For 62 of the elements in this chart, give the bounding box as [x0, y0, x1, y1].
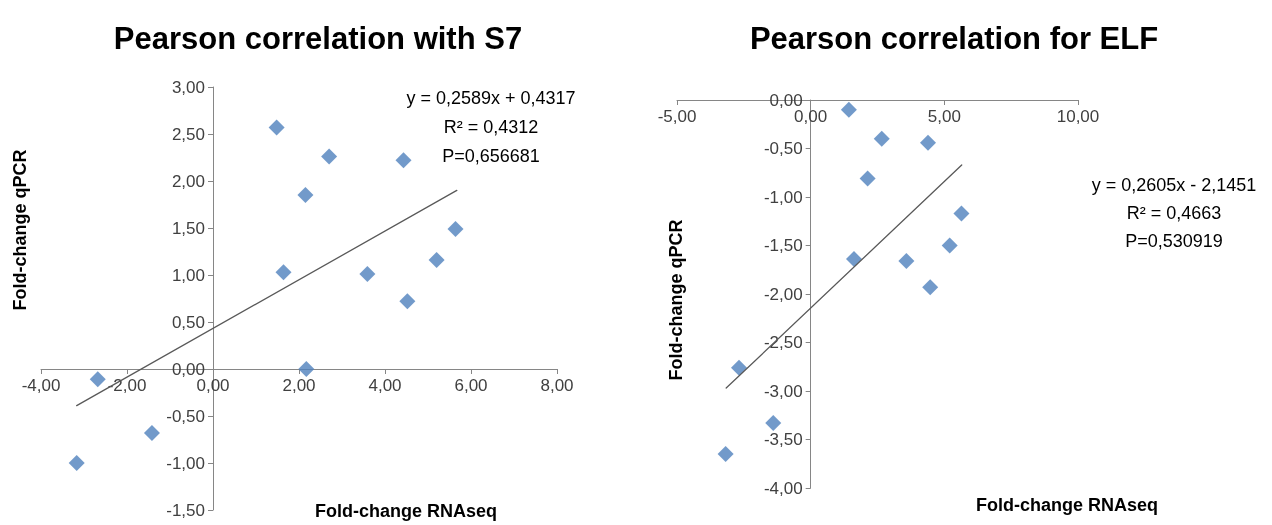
text: y = 0,2605x - 2,1451 — [1091, 175, 1257, 195]
annotation: R² = 0,4312 — [443, 117, 539, 137]
x-tick-label: 5,00 — [927, 107, 961, 126]
y-tick-label: 2,50 — [171, 124, 205, 144]
x-axis-title: Fold-change RNAseq — [976, 495, 1159, 515]
y-tick-label: -4,00 — [763, 478, 803, 498]
point — [717, 446, 734, 463]
y-tick-label: -3,50 — [763, 430, 803, 449]
point — [873, 130, 890, 147]
point — [297, 187, 314, 204]
point — [143, 424, 160, 441]
y-axis-title: Fold-change qPCR — [666, 219, 686, 381]
point — [447, 220, 464, 237]
y-tick-label: 3,00 — [171, 77, 205, 97]
point — [428, 251, 445, 268]
point — [275, 264, 292, 281]
y-tick-label: -1,50 — [763, 236, 803, 255]
point — [941, 237, 958, 254]
annotation: P=0,656681 — [442, 146, 540, 166]
point — [845, 251, 862, 268]
point — [298, 361, 315, 377]
annotation: y = 0,2589x + 0,4317 — [406, 88, 576, 108]
x-tick-label: 4,00 — [368, 376, 402, 395]
point — [68, 455, 85, 471]
x-tick-label: -5,00 — [657, 107, 697, 126]
y-tick-label: -2,00 — [763, 284, 803, 304]
chart-title: Pearson correlation with S7 — [113, 21, 523, 56]
x-axis-title: Fold-change RNAseq — [315, 501, 498, 521]
y-tick-label: -1,50 — [166, 500, 205, 520]
y-tick-label: -1,00 — [166, 453, 205, 473]
y-axis-title: Fold-change qPCR — [10, 149, 30, 311]
point — [89, 371, 106, 388]
point — [268, 119, 285, 136]
x-tick-label: -4,00 — [21, 376, 61, 395]
point — [840, 101, 857, 118]
point — [898, 253, 915, 270]
text: R² = 0,4663 — [1126, 203, 1222, 223]
point — [731, 359, 748, 376]
chart-title: Pearson correlation for ELF — [749, 21, 1159, 56]
x-tick-label: 8,00 — [540, 376, 574, 395]
point — [399, 293, 416, 310]
point — [765, 415, 782, 432]
point — [920, 134, 937, 151]
x-tick-label: 10,00 — [1056, 107, 1100, 126]
y-tick-label: -0,50 — [763, 139, 803, 158]
y-tick-label: -3,00 — [763, 381, 803, 401]
y-tick-label: -1,00 — [763, 187, 803, 207]
x-tick-label: -2,00 — [107, 376, 147, 395]
x-tick-label: 6,00 — [454, 376, 488, 395]
y-tick-label: 1,00 — [171, 265, 205, 285]
point — [953, 205, 970, 222]
y-tick-label: -0,50 — [166, 406, 205, 426]
point — [859, 170, 876, 187]
point — [922, 279, 939, 296]
point — [395, 152, 412, 169]
y-tick-label: 1,50 — [171, 218, 205, 238]
y-tick-label: 0,50 — [171, 312, 205, 332]
text: P=0,530919 — [1125, 231, 1223, 251]
point — [321, 148, 338, 165]
point — [359, 266, 376, 283]
y-tick-label: 2,00 — [171, 171, 205, 191]
x-tick-label: 2,00 — [282, 376, 316, 395]
